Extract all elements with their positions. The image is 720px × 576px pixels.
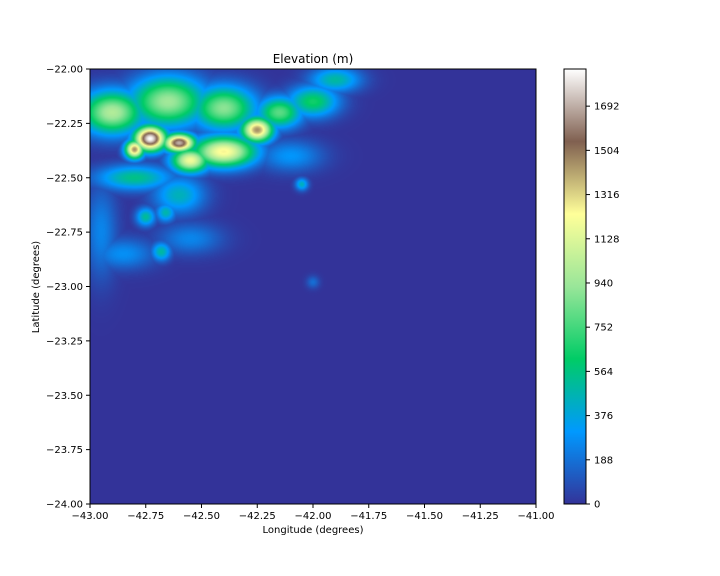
- y-tick-label: −22.25: [46, 119, 83, 130]
- y-tick-label: −23.00: [46, 282, 83, 293]
- y-tick-label: −22.50: [46, 173, 83, 184]
- colorbar-tick-label: 1504: [594, 146, 619, 157]
- y-tick-label: −22.00: [46, 65, 83, 76]
- x-axis-ticks: −43.00 −42.75 −42.50 −42.25 −42.00 −41.75 −41.…: [71, 504, 555, 522]
- colorbar-frame: [563, 68, 587, 505]
- colorbar-tick-label: 188: [594, 455, 613, 466]
- colorbar-tick-label: 752: [594, 323, 613, 334]
- y-axis-ticks: −22.00 −22.25 −22.50 −22.75 −23.00 −23.25 −23.…: [46, 65, 90, 511]
- y-tick-label: −23.50: [46, 391, 83, 402]
- x-tick-label: −42.50: [183, 511, 220, 522]
- colorbar-ticks: 0 188 376 564 752 940 1128 1316 1504 1692: [586, 102, 619, 511]
- chart-title: Elevation (m): [273, 52, 354, 66]
- colorbar-tick-label: 1692: [594, 102, 619, 113]
- y-axis-label: Latitude (degrees): [31, 241, 42, 333]
- colorbar-tick-label: 940: [594, 278, 613, 289]
- x-tick-label: −42.25: [239, 511, 276, 522]
- elevation-heatmap: [90, 69, 536, 504]
- y-tick-label: −23.25: [46, 336, 83, 347]
- colorbar-tick-label: 1128: [594, 234, 619, 245]
- x-tick-label: −41.00: [517, 511, 554, 522]
- colorbar-tick-label: 1316: [594, 190, 619, 201]
- x-tick-label: −41.75: [350, 511, 387, 522]
- x-tick-label: −41.25: [462, 511, 499, 522]
- colorbar-tick-label: 376: [594, 411, 613, 422]
- colorbar: 0 188 376 564 752 940 1128 1316 1504 1692: [563, 68, 619, 511]
- x-tick-label: −41.50: [406, 511, 443, 522]
- y-tick-label: −23.75: [46, 445, 83, 456]
- y-tick-label: −24.00: [46, 500, 83, 511]
- plot-area: −43.00 −42.75 −42.50 −42.25 −42.00 −41.75 −41.…: [46, 65, 555, 523]
- colorbar-tick-label: 564: [594, 367, 613, 378]
- x-tick-label: −42.75: [127, 511, 164, 522]
- y-tick-label: −22.75: [46, 228, 83, 239]
- colorbar-tick-label: 0: [594, 500, 600, 511]
- x-tick-label: −42.00: [294, 511, 331, 522]
- x-axis-label: Longitude (degrees): [263, 525, 364, 536]
- x-tick-label: −43.00: [71, 511, 108, 522]
- colorbar-gradient: [564, 69, 586, 504]
